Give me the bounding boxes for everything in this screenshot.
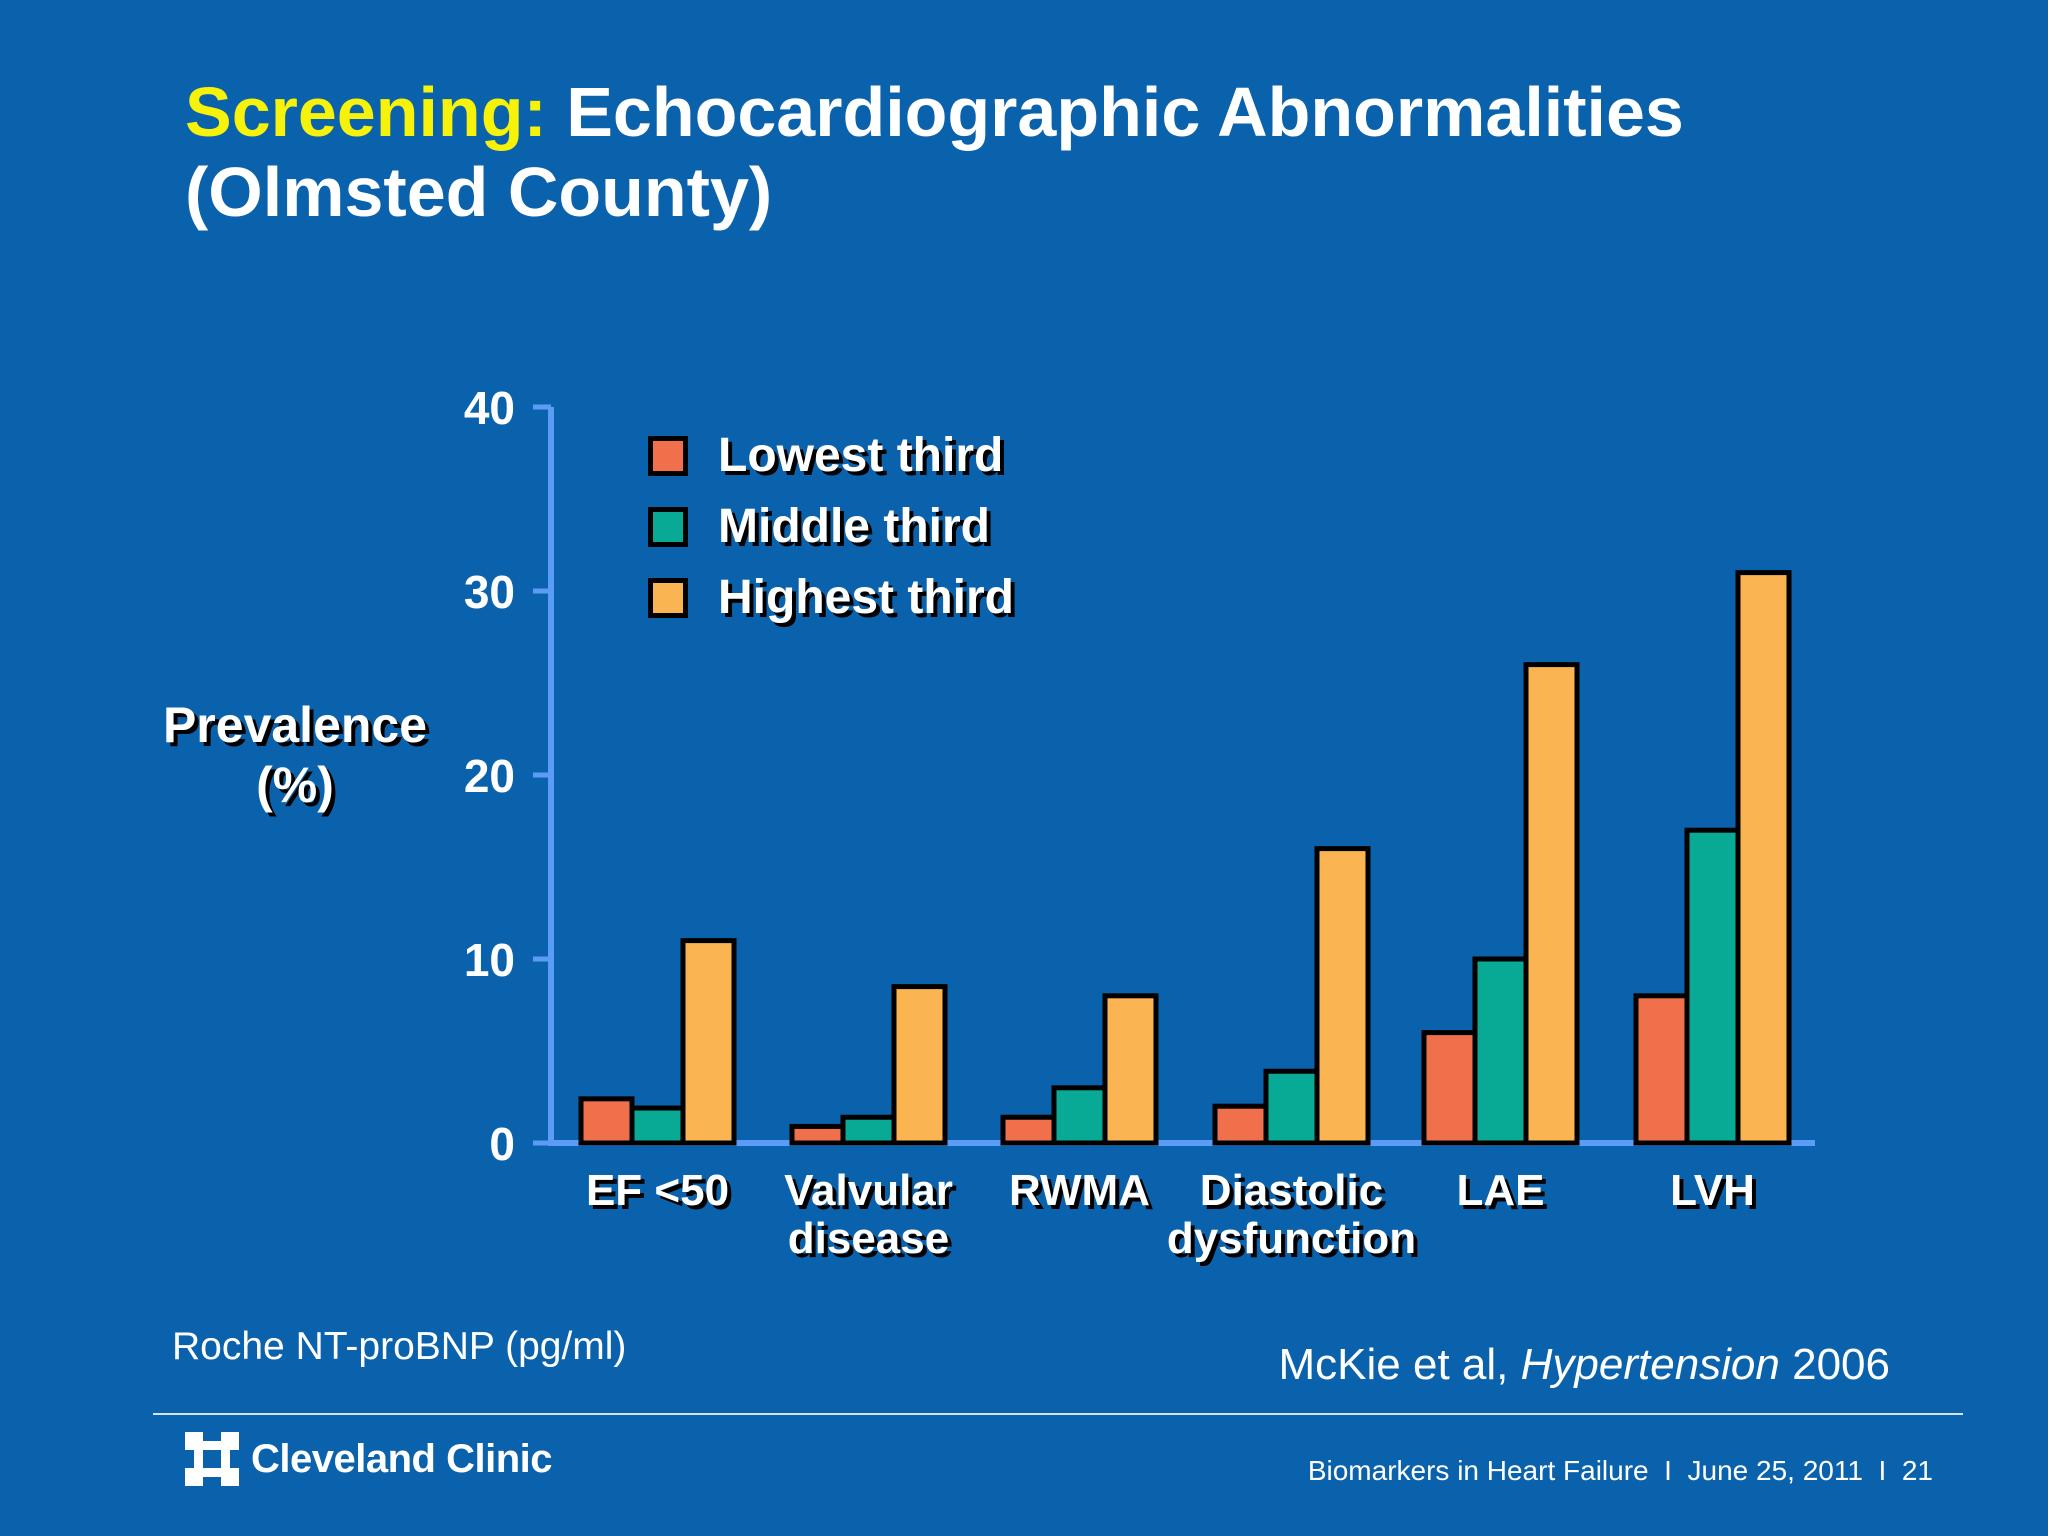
footer-divider xyxy=(153,1413,1963,1415)
bar-3-1 xyxy=(1263,1068,1320,1146)
slide-title: Screening: Echocardiographic Abnormaliti… xyxy=(185,72,1684,232)
x-tick-label-5-0-shadow: LVH xyxy=(1674,1170,1759,1219)
y-axis-label-line1: Prevalence xyxy=(162,697,428,753)
legend-item-middle: Middle third xyxy=(648,491,1014,562)
x-tick-label-1-1: disease xyxy=(788,1214,949,1263)
x-tick-label-0-0-shadow: EF <50 xyxy=(590,1170,733,1219)
x-tick-label-1-1-shadow: disease xyxy=(792,1218,953,1267)
x-tick-label-4-0: LAE xyxy=(1457,1166,1545,1215)
bar-5-0 xyxy=(1633,993,1690,1146)
bar-0-0 xyxy=(578,1096,635,1146)
x-tick-label-0-0: EF <50 xyxy=(586,1166,729,1215)
x-tick-label-3-1-shadow: dysfunction xyxy=(1171,1218,1420,1267)
x-tick-label-3-0-shadow: Diastolic xyxy=(1204,1170,1387,1219)
title-line2: (Olmsted County) xyxy=(185,153,773,231)
bar-4-2 xyxy=(1523,662,1580,1146)
bar-0-2 xyxy=(680,938,737,1146)
footer-info: Biomarkers in Heart Failure I June 25, 2… xyxy=(1308,1455,1933,1487)
footer-separator-2: I xyxy=(1862,1455,1902,1486)
legend-swatch-lowest xyxy=(648,435,688,476)
logo-text: Cleveland Clinic xyxy=(251,1436,552,1481)
y-tick-label-40: 40 xyxy=(464,382,515,434)
footer-page-number: 21 xyxy=(1901,1455,1933,1486)
bar-0-1 xyxy=(629,1105,686,1146)
x-tick-label-2-0: RWMA xyxy=(1009,1166,1150,1215)
bar-3-2 xyxy=(1314,846,1371,1146)
legend-item-highest: Highest third xyxy=(648,562,1014,633)
legend-swatch-middle xyxy=(648,506,688,547)
x-tick-label-1-0-shadow: Valvular xyxy=(788,1170,957,1219)
x-tick-label-5-0: LVH xyxy=(1670,1166,1755,1215)
footer-date: June 25, 2011 xyxy=(1687,1455,1863,1486)
x-tick-label-2-0-shadow: RWMA xyxy=(1013,1170,1154,1219)
cleveland-clinic-logo-icon xyxy=(185,1432,239,1486)
citation-authors: McKie et al, xyxy=(1278,1340,1521,1389)
x-tick-label-4-0-shadow: LAE xyxy=(1461,1170,1549,1219)
citation-journal: Hypertension xyxy=(1520,1340,1780,1389)
bar-4-1 xyxy=(1472,956,1529,1146)
y-tick-label-30: 30 xyxy=(464,566,515,618)
footnote: Roche NT-proBNP (pg/ml) xyxy=(172,1325,627,1368)
cleveland-clinic-logo: Cleveland Clinic xyxy=(185,1432,552,1486)
chart-legend: Lowest third Middle third Highest third xyxy=(648,420,1014,633)
bar-4-0 xyxy=(1421,1030,1478,1146)
bar-1-2 xyxy=(891,984,948,1146)
bar-2-2 xyxy=(1102,993,1159,1146)
legend-item-lowest: Lowest third xyxy=(648,420,1014,491)
bar-5-2 xyxy=(1735,570,1792,1146)
legend-label-lowest: Lowest third xyxy=(718,429,1004,482)
y-axis-label-line2: (%) xyxy=(256,757,334,813)
bar-2-0 xyxy=(1000,1114,1057,1146)
y-tick-label-10: 10 xyxy=(464,934,515,986)
y-axis-label: Prevalence (%) xyxy=(140,695,450,815)
title-line1: Echocardiographic Abnormalities xyxy=(546,73,1684,151)
y-tick-label-20: 20 xyxy=(464,750,515,802)
citation-year: 2006 xyxy=(1779,1340,1890,1389)
bar-1-1 xyxy=(840,1114,897,1146)
footer-separator-1: I xyxy=(1648,1455,1688,1486)
footer-topic: Biomarkers in Heart Failure xyxy=(1307,1455,1649,1486)
citation: McKie et al, Hypertension 2006 xyxy=(1279,1340,1890,1390)
x-tick-label-3-1: dysfunction xyxy=(1167,1214,1416,1263)
bar-1-0 xyxy=(789,1123,846,1146)
x-tick-label-1-0: Valvular xyxy=(784,1166,953,1215)
legend-label-middle: Middle third xyxy=(718,500,990,553)
legend-swatch-highest xyxy=(648,577,688,618)
x-tick-label-3-0: Diastolic xyxy=(1200,1166,1383,1215)
y-tick-label-0: 0 xyxy=(489,1118,515,1170)
legend-label-highest: Highest third xyxy=(718,571,1014,624)
title-accent: Screening: xyxy=(185,73,547,151)
bar-2-1 xyxy=(1051,1085,1108,1146)
bar-5-1 xyxy=(1684,827,1741,1146)
bar-3-0 xyxy=(1212,1103,1269,1146)
